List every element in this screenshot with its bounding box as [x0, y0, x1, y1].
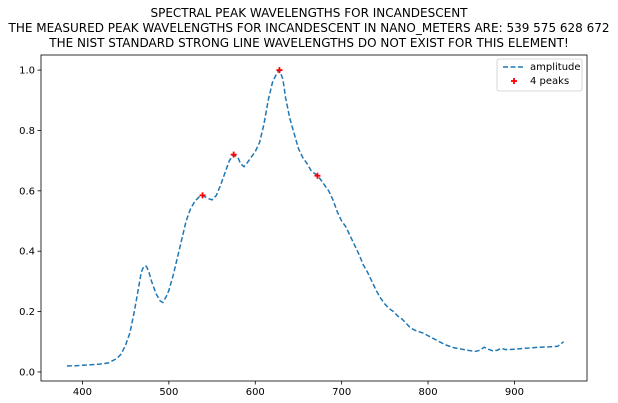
y-tick-label: 0.2: [19, 307, 35, 318]
y-axis-ticks: 0.0 0.2 0.4 0.6 0.8 1.0: [19, 66, 41, 378]
x-axis-ticks: 400 500 600 700 800 900: [73, 381, 524, 398]
peak-marker: [276, 67, 283, 74]
y-tick-label: 0.4: [19, 247, 35, 258]
amplitude-series-line: [66, 68, 565, 367]
y-tick-label: 0.0: [19, 367, 35, 378]
chart-title-line-1: SPECTRAL PEAK WAVELENGTHS FOR INCANDESCE…: [150, 6, 468, 20]
y-tick-label: 0.6: [19, 186, 35, 197]
peak-marker: [314, 172, 321, 179]
x-tick-label: 800: [418, 387, 437, 398]
y-tick-label: 1.0: [19, 66, 35, 77]
peak-marker: [199, 192, 206, 199]
plot-area-frame: [40, 54, 588, 382]
chart-title-line-2: THE MEASURED PEAK WAVELENGTHS FOR INCAND…: [7, 21, 609, 35]
x-tick-label: 700: [332, 387, 351, 398]
x-tick-label: 600: [246, 387, 265, 398]
legend-peaks-swatch: [511, 78, 517, 84]
x-tick-label: 900: [505, 387, 524, 398]
legend-peaks-label: 4 peaks: [530, 76, 569, 87]
peak-markers-group: [199, 67, 321, 199]
peak-marker: [230, 151, 237, 158]
legend: amplitude 4 peaks: [496, 58, 583, 92]
x-tick-label: 400: [73, 387, 92, 398]
chart-title-line-3: THE NIST STANDARD STRONG LINE WAVELENGTH…: [48, 36, 569, 50]
legend-amplitude-label: amplitude: [530, 62, 581, 73]
y-tick-label: 0.8: [19, 126, 35, 137]
x-tick-label: 500: [159, 387, 178, 398]
